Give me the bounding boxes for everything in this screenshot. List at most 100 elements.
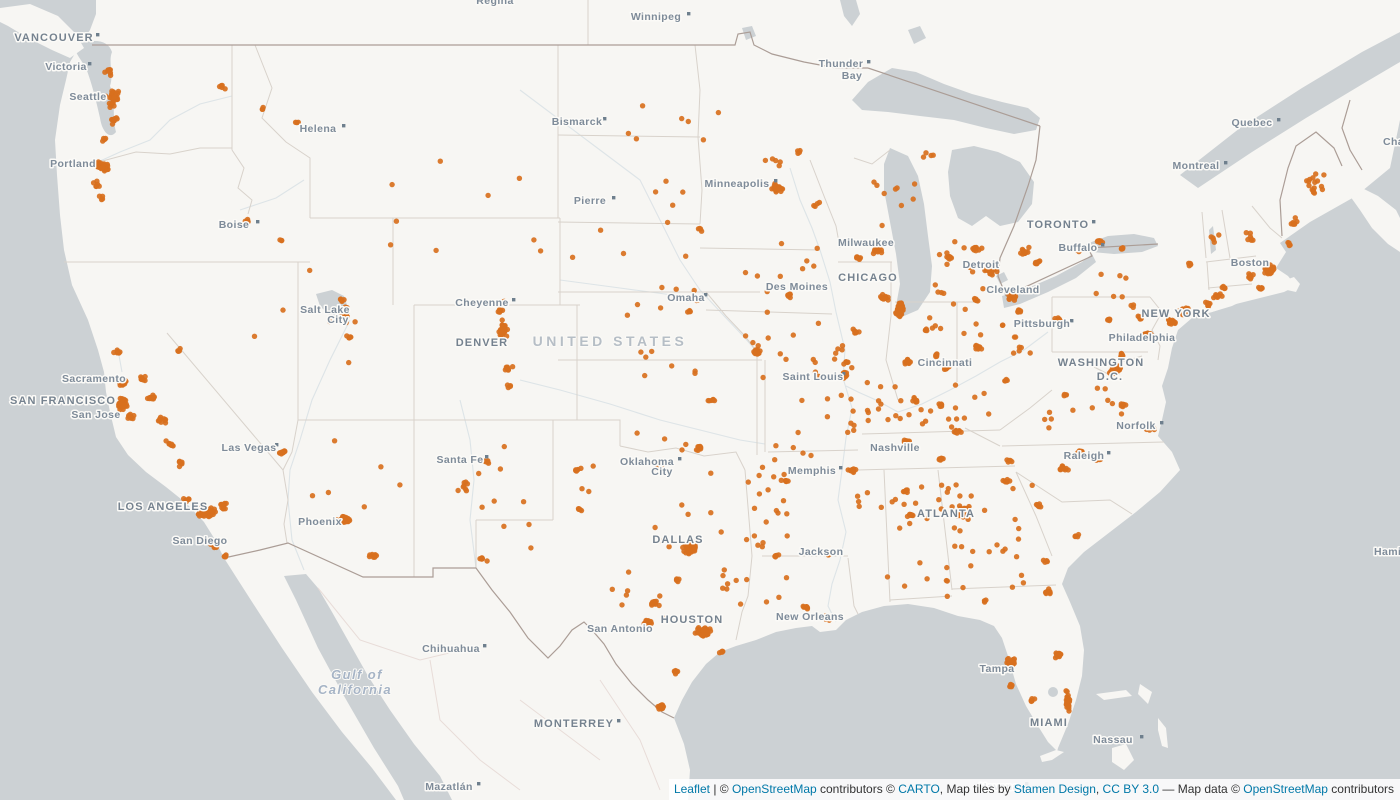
data-point <box>666 544 672 550</box>
data-point <box>759 544 765 550</box>
data-point <box>1061 393 1067 399</box>
data-point <box>150 394 157 401</box>
attribution-link[interactable]: CARTO <box>898 782 940 796</box>
data-point <box>839 343 846 349</box>
data-point <box>244 220 250 226</box>
data-point <box>642 372 648 379</box>
data-point <box>1044 558 1051 565</box>
data-point <box>309 493 316 499</box>
place-label: Detroit <box>963 259 1000 271</box>
attribution-link[interactable]: CC BY 3.0 <box>1102 782 1160 796</box>
attribution-link[interactable]: Stamen Design <box>1013 782 1096 796</box>
data-point <box>849 365 855 371</box>
data-point <box>1070 407 1076 413</box>
data-point <box>700 137 707 143</box>
data-point <box>1098 271 1104 277</box>
data-point <box>1321 172 1327 178</box>
attribution-text: , Map tiles by <box>939 782 1014 796</box>
city-marker-icon <box>1101 243 1105 247</box>
data-point <box>499 317 505 323</box>
data-point <box>1016 344 1023 350</box>
attribution-link[interactable]: Leaflet <box>673 782 710 796</box>
data-point <box>343 514 349 521</box>
data-point <box>751 505 758 511</box>
data-point <box>1019 246 1026 253</box>
data-point <box>952 405 959 411</box>
place-label: Bay <box>842 70 862 82</box>
data-point <box>1151 426 1157 432</box>
data-point <box>939 456 945 462</box>
lake-superior <box>852 68 1040 134</box>
data-point <box>932 282 938 288</box>
data-point <box>1286 240 1292 246</box>
city-marker-icon <box>1160 421 1164 425</box>
place-label: Santa Fe <box>437 454 484 466</box>
data-point <box>569 254 576 260</box>
city-marker-icon <box>1092 220 1096 224</box>
data-point <box>478 556 484 562</box>
data-point <box>501 523 507 529</box>
data-point <box>737 601 744 607</box>
data-point <box>378 464 384 470</box>
data-point <box>953 427 959 434</box>
data-point <box>1106 316 1113 322</box>
data-point <box>760 540 766 546</box>
data-point <box>721 567 727 573</box>
data-point <box>950 301 957 307</box>
data-point <box>485 192 491 199</box>
data-point <box>927 408 934 414</box>
place-label: Mazatlán <box>425 781 473 793</box>
data-point <box>697 225 703 232</box>
data-point <box>949 504 955 510</box>
data-point <box>824 396 831 402</box>
data-point <box>970 245 976 252</box>
data-point <box>669 363 675 369</box>
place-label: Cleveland <box>986 284 1039 296</box>
place-label: Jackson <box>799 546 844 558</box>
data-point <box>875 398 882 404</box>
data-point <box>755 542 761 548</box>
data-point <box>841 375 847 381</box>
data-point <box>325 489 332 496</box>
data-point <box>222 554 229 560</box>
data-point <box>961 245 967 251</box>
data-point <box>334 517 340 523</box>
attribution-link[interactable]: OpenStreetMap <box>1243 782 1328 796</box>
data-point <box>751 533 758 539</box>
data-point <box>795 429 801 436</box>
place-label: Raleigh <box>1064 450 1105 462</box>
data-point <box>814 245 820 251</box>
data-point <box>935 289 941 295</box>
data-point <box>816 199 823 206</box>
data-point <box>499 325 506 331</box>
place-label: Chihuahua <box>422 643 480 655</box>
city-marker-icon <box>256 220 260 224</box>
data-point <box>509 364 516 370</box>
data-point <box>501 443 507 450</box>
place-label: Norfolk <box>1116 420 1156 432</box>
data-point <box>780 498 787 504</box>
data-point <box>1017 309 1024 315</box>
data-point <box>784 511 790 517</box>
city-marker-icon <box>704 293 708 297</box>
data-point <box>366 553 373 560</box>
attribution-link[interactable]: OpenStreetMap <box>731 782 817 796</box>
data-point <box>685 118 691 125</box>
data-point <box>765 335 771 341</box>
data-point <box>1179 311 1186 318</box>
data-point <box>855 498 862 505</box>
data-point <box>104 161 111 168</box>
data-point <box>1207 300 1213 307</box>
data-point <box>1093 453 1099 459</box>
data-point <box>1105 397 1111 403</box>
data-point <box>854 493 861 499</box>
data-point <box>898 398 904 404</box>
atlantic-ocean <box>1052 120 1400 800</box>
data-point <box>1313 171 1319 177</box>
gulf-of-mexico <box>674 604 1056 800</box>
lake-of-the-woods <box>742 26 756 40</box>
data-point <box>638 349 644 355</box>
data-point <box>120 404 126 410</box>
